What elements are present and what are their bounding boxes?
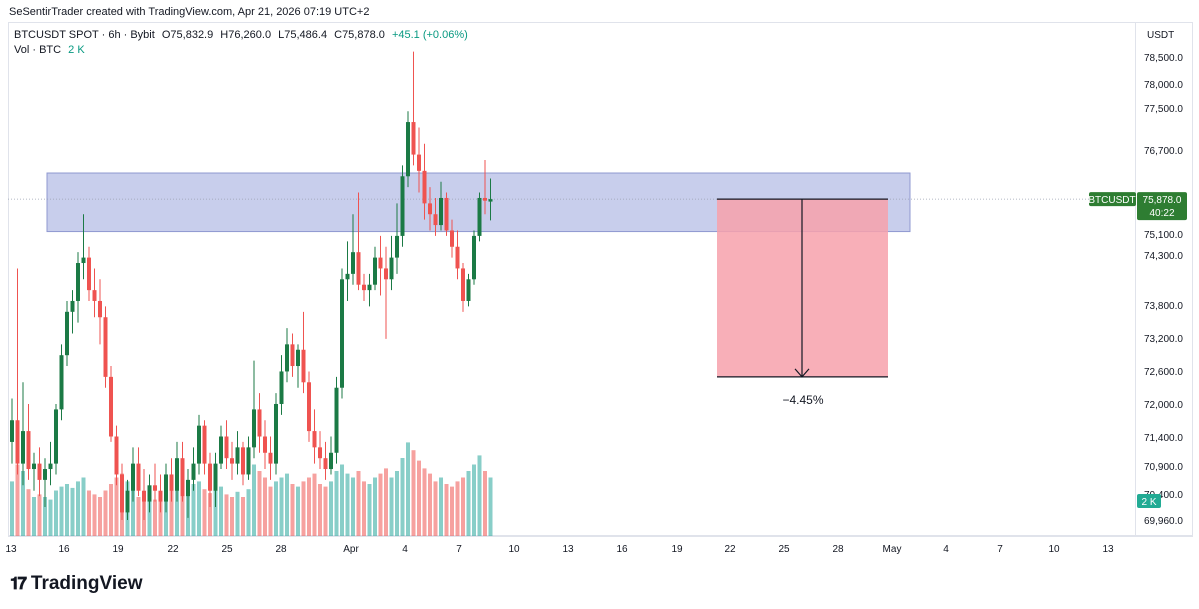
high-value: H76,260.0 (220, 29, 272, 41)
symbol-legend[interactable]: BTCUSDT SPOT · 6h · Bybit O75,832.9 H76,… (14, 29, 468, 41)
chart-attribution: SeSentirTrader created with TradingView.… (9, 6, 370, 18)
time-tick-label: 22 (724, 544, 736, 555)
time-scale-divider (8, 536, 1193, 537)
change-value: +45.1 (+0.06%) (391, 29, 468, 41)
time-tick-label: 7 (997, 544, 1003, 555)
chart-pane[interactable] (8, 22, 1193, 536)
tradingview-logo[interactable]: 𝟏𝟕 TradingView (10, 573, 142, 595)
tradingview-wordmark: TradingView (30, 573, 143, 594)
price-scale-divider (1135, 22, 1136, 536)
time-tick-label: 10 (508, 544, 520, 555)
time-tick-label: 7 (456, 544, 462, 555)
time-tick-label: 10 (1048, 544, 1060, 555)
time-tick-label: 16 (58, 544, 70, 555)
time-tick-label: 25 (221, 544, 233, 555)
time-tick-label: Apr (343, 544, 359, 555)
time-tick-label: 25 (778, 544, 790, 555)
time-tick-label: 13 (562, 544, 574, 555)
time-tick-label: May (883, 544, 902, 555)
time-tick-label: 16 (616, 544, 628, 555)
open-value: O75,832.9 (161, 29, 214, 41)
time-tick-label: 28 (832, 544, 844, 555)
time-tick-label: 28 (275, 544, 287, 555)
volume-label: Vol · BTC (14, 44, 62, 56)
time-tick-label: 4 (402, 544, 408, 555)
time-tick-label: 13 (1102, 544, 1114, 555)
time-tick-label: 19 (112, 544, 124, 555)
time-tick-label: 19 (671, 544, 683, 555)
tradingview-logo-icon: 𝟏𝟕 (10, 574, 27, 594)
currency-label[interactable]: USDT (1147, 30, 1175, 41)
volume-legend[interactable]: Vol · BTC 2 K (14, 44, 85, 56)
low-value: L75,486.4 (278, 29, 328, 41)
volume-value: 2 K (68, 44, 85, 56)
time-tick-label: 13 (5, 544, 17, 555)
symbol-label: BTCUSDT SPOT · 6h · Bybit (14, 29, 155, 41)
time-tick-label: 4 (943, 544, 949, 555)
time-scale: 13 16 19 22 25 28 Apr 4 7 10 13 16 19 22 25 28 May 4 7 10 13 (5, 544, 1114, 555)
close-value: C75,878.0 (334, 29, 385, 41)
time-tick-label: 22 (167, 544, 179, 555)
